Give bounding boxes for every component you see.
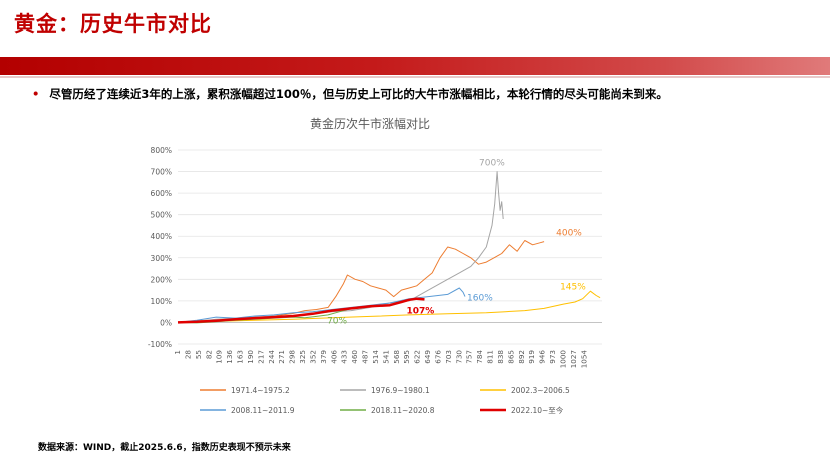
series-end-label: 107% [407,306,435,316]
legend-label: 2002.3~2006.5 [511,386,570,395]
legend-label: 1971.4~1975.2 [231,386,290,395]
chart-gridlines [178,149,602,345]
series-end-label: 160% [467,294,493,304]
x-axis: 1 28 55 82 109 136 163 190 217 244 271 298 325 352 379… [173,350,588,369]
x-tick-label: 703 [444,350,453,364]
y-tick-label: 700% [151,168,172,177]
legend-label: 2008.11~2011.9 [231,406,295,415]
series-end-label: 400% [556,229,582,239]
series-end-label: 145% [560,283,586,293]
y-tick-label: 600% [151,189,172,198]
header-banner [0,57,830,75]
x-tick-label: 406 [329,350,338,364]
y-tick-label: 400% [151,232,172,241]
x-tick-label: 460 [350,350,359,364]
x-tick-label: 325 [298,350,307,364]
legend-label: 1976.9~1980.1 [371,386,430,395]
y-tick-label: -100% [148,340,172,349]
x-tick-label: 352 [308,350,317,364]
x-tick-label: 244 [267,350,276,364]
page-title: 黄金：历史牛市对比 [14,12,212,36]
x-tick-label: 1027 [569,350,578,368]
chart-container: 黄金历次牛市涨幅对比 -100% 0% 100% 200% 300% 400% 500% 60… [130,110,610,432]
y-tick-label: 200% [151,275,172,284]
x-tick-label: 136 [225,350,234,364]
y-tick-label: 500% [151,211,172,220]
x-tick-label: 757 [465,350,474,364]
header-divider [0,76,830,78]
bullet-icon: • [32,87,40,101]
x-tick-label: 973 [548,350,557,364]
y-tick-label: 0% [160,318,172,327]
x-tick-label: 271 [277,350,286,364]
x-tick-label: 649 [423,350,432,364]
x-tick-label: 217 [256,350,265,364]
x-tick-label: 190 [246,350,255,364]
x-tick-label: 892 [517,350,526,364]
data-source-note: 数据来源：WIND，截止2025.6.6，指数历史表现不预示未来 [38,443,291,453]
x-tick-label: 433 [340,350,349,364]
x-tick-label: 784 [475,350,484,364]
series-line [177,290,601,323]
x-tick-label: 1 [173,350,182,355]
x-tick-label: 676 [433,350,442,364]
chart-series [177,171,601,324]
x-tick-label: 865 [506,350,515,364]
series-line [177,297,425,324]
x-tick-label: 568 [392,350,401,364]
legend-label: 2022.10~至今 [511,405,564,415]
y-tick-label: 300% [151,254,172,263]
x-tick-label: 919 [527,350,536,364]
x-tick-label: 1054 [579,350,588,369]
x-tick-label: 811 [486,350,495,364]
x-tick-label: 946 [538,350,547,364]
x-tick-label: 1000 [558,350,567,369]
x-tick-label: 541 [381,350,390,364]
x-tick-label: 730 [454,350,463,364]
series-line [177,240,545,323]
legend-label: 2018.11~2020.8 [371,406,435,415]
x-tick-label: 622 [413,350,422,364]
x-tick-label: 595 [402,350,411,364]
y-tick-label: 800% [151,146,172,155]
x-tick-label: 838 [496,350,505,364]
bull-market-chart: 黄金历次牛市涨幅对比 -100% 0% 100% 200% 300% 400% 500% 60… [148,116,602,415]
x-tick-label: 487 [361,350,370,364]
x-tick-label: 163 [236,350,245,364]
x-tick-label: 109 [215,350,224,364]
x-tick-label: 514 [371,350,380,364]
x-tick-label: 82 [204,350,213,359]
series-line [177,171,504,323]
y-tick-label: 100% [151,297,172,306]
y-axis: -100% 0% 100% 200% 300% 400% 500% 600% 700% 800% [148,146,172,349]
chart-end-labels: 400% 700% 145% 160% 70% 107% [327,159,586,327]
x-tick-label: 55 [194,350,203,359]
chart-legend: 1971.4~1975.2 1976.9~1980.1 2002.3~2006.5 2… [200,386,570,415]
x-tick-label: 28 [183,350,192,360]
x-tick-label: 379 [319,350,328,364]
bullet-point: • 尽管历经了连续近3年的上涨，累积涨幅超过100％，但与历史上可比的大牛市涨幅相… [32,86,668,102]
bullet-text: 尽管历经了连续近3年的上涨，累积涨幅超过100％，但与历史上可比的大牛市涨幅相比… [49,87,668,101]
series-end-label: 700% [479,159,505,169]
chart-title: 黄金历次牛市涨幅对比 [310,116,430,131]
x-tick-label: 298 [288,350,297,364]
series-end-label: 70% [327,316,347,326]
